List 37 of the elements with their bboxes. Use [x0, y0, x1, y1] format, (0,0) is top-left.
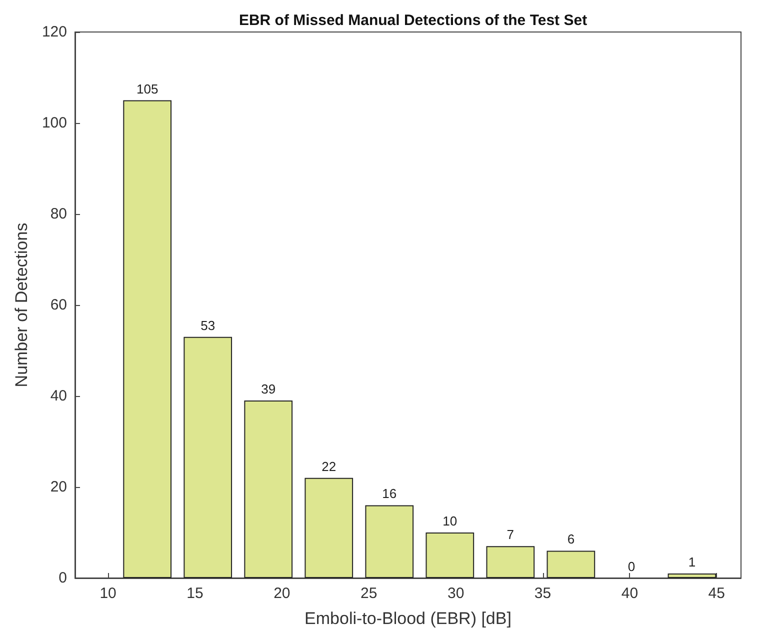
y-tick-label: 40 [50, 388, 67, 404]
bar [546, 550, 596, 578]
bar [244, 400, 293, 578]
data-label: 0 [628, 559, 636, 574]
x-tick-label: 45 [708, 585, 725, 602]
data-label: 7 [506, 527, 514, 542]
x-axis-title: Emboli-to-Blood (EBR) [dB] [304, 609, 512, 628]
data-label: 16 [382, 486, 397, 502]
x-tick-label: 30 [447, 585, 464, 602]
y-tick-label: 120 [42, 24, 67, 40]
chart-title: EBR of Missed Manual Detections of the Test Set [238, 12, 588, 29]
y-tick-label: 60 [50, 296, 67, 314]
y-axis-title: Number of Detections [12, 222, 31, 388]
bar [426, 532, 474, 578]
y-tick-label: 80 [50, 206, 67, 222]
data-label: 10 [442, 514, 458, 528]
y-tick-label: 20 [50, 478, 67, 496]
data-label: 39 [261, 382, 276, 397]
x-tick-label: 20 [274, 585, 290, 602]
bar [184, 336, 232, 578]
x-tick-label: 35 [534, 585, 552, 602]
x-tick-label: 15 [186, 585, 204, 602]
x-tick-label: 25 [360, 585, 378, 602]
y-tick-label: 0 [58, 570, 67, 586]
y-tick-label: 100 [42, 114, 67, 132]
x-tick-label: 40 [621, 585, 638, 602]
data-label: 1 [688, 554, 696, 570]
bar [123, 100, 172, 578]
data-label: 6 [567, 532, 575, 547]
bar [304, 478, 354, 578]
data-label: 53 [200, 318, 216, 333]
data-label: 22 [322, 458, 336, 474]
bar [365, 505, 414, 578]
data-label: 105 [136, 81, 158, 96]
x-tick-label: 10 [100, 585, 116, 602]
bar [668, 573, 716, 578]
bar [486, 546, 535, 578]
